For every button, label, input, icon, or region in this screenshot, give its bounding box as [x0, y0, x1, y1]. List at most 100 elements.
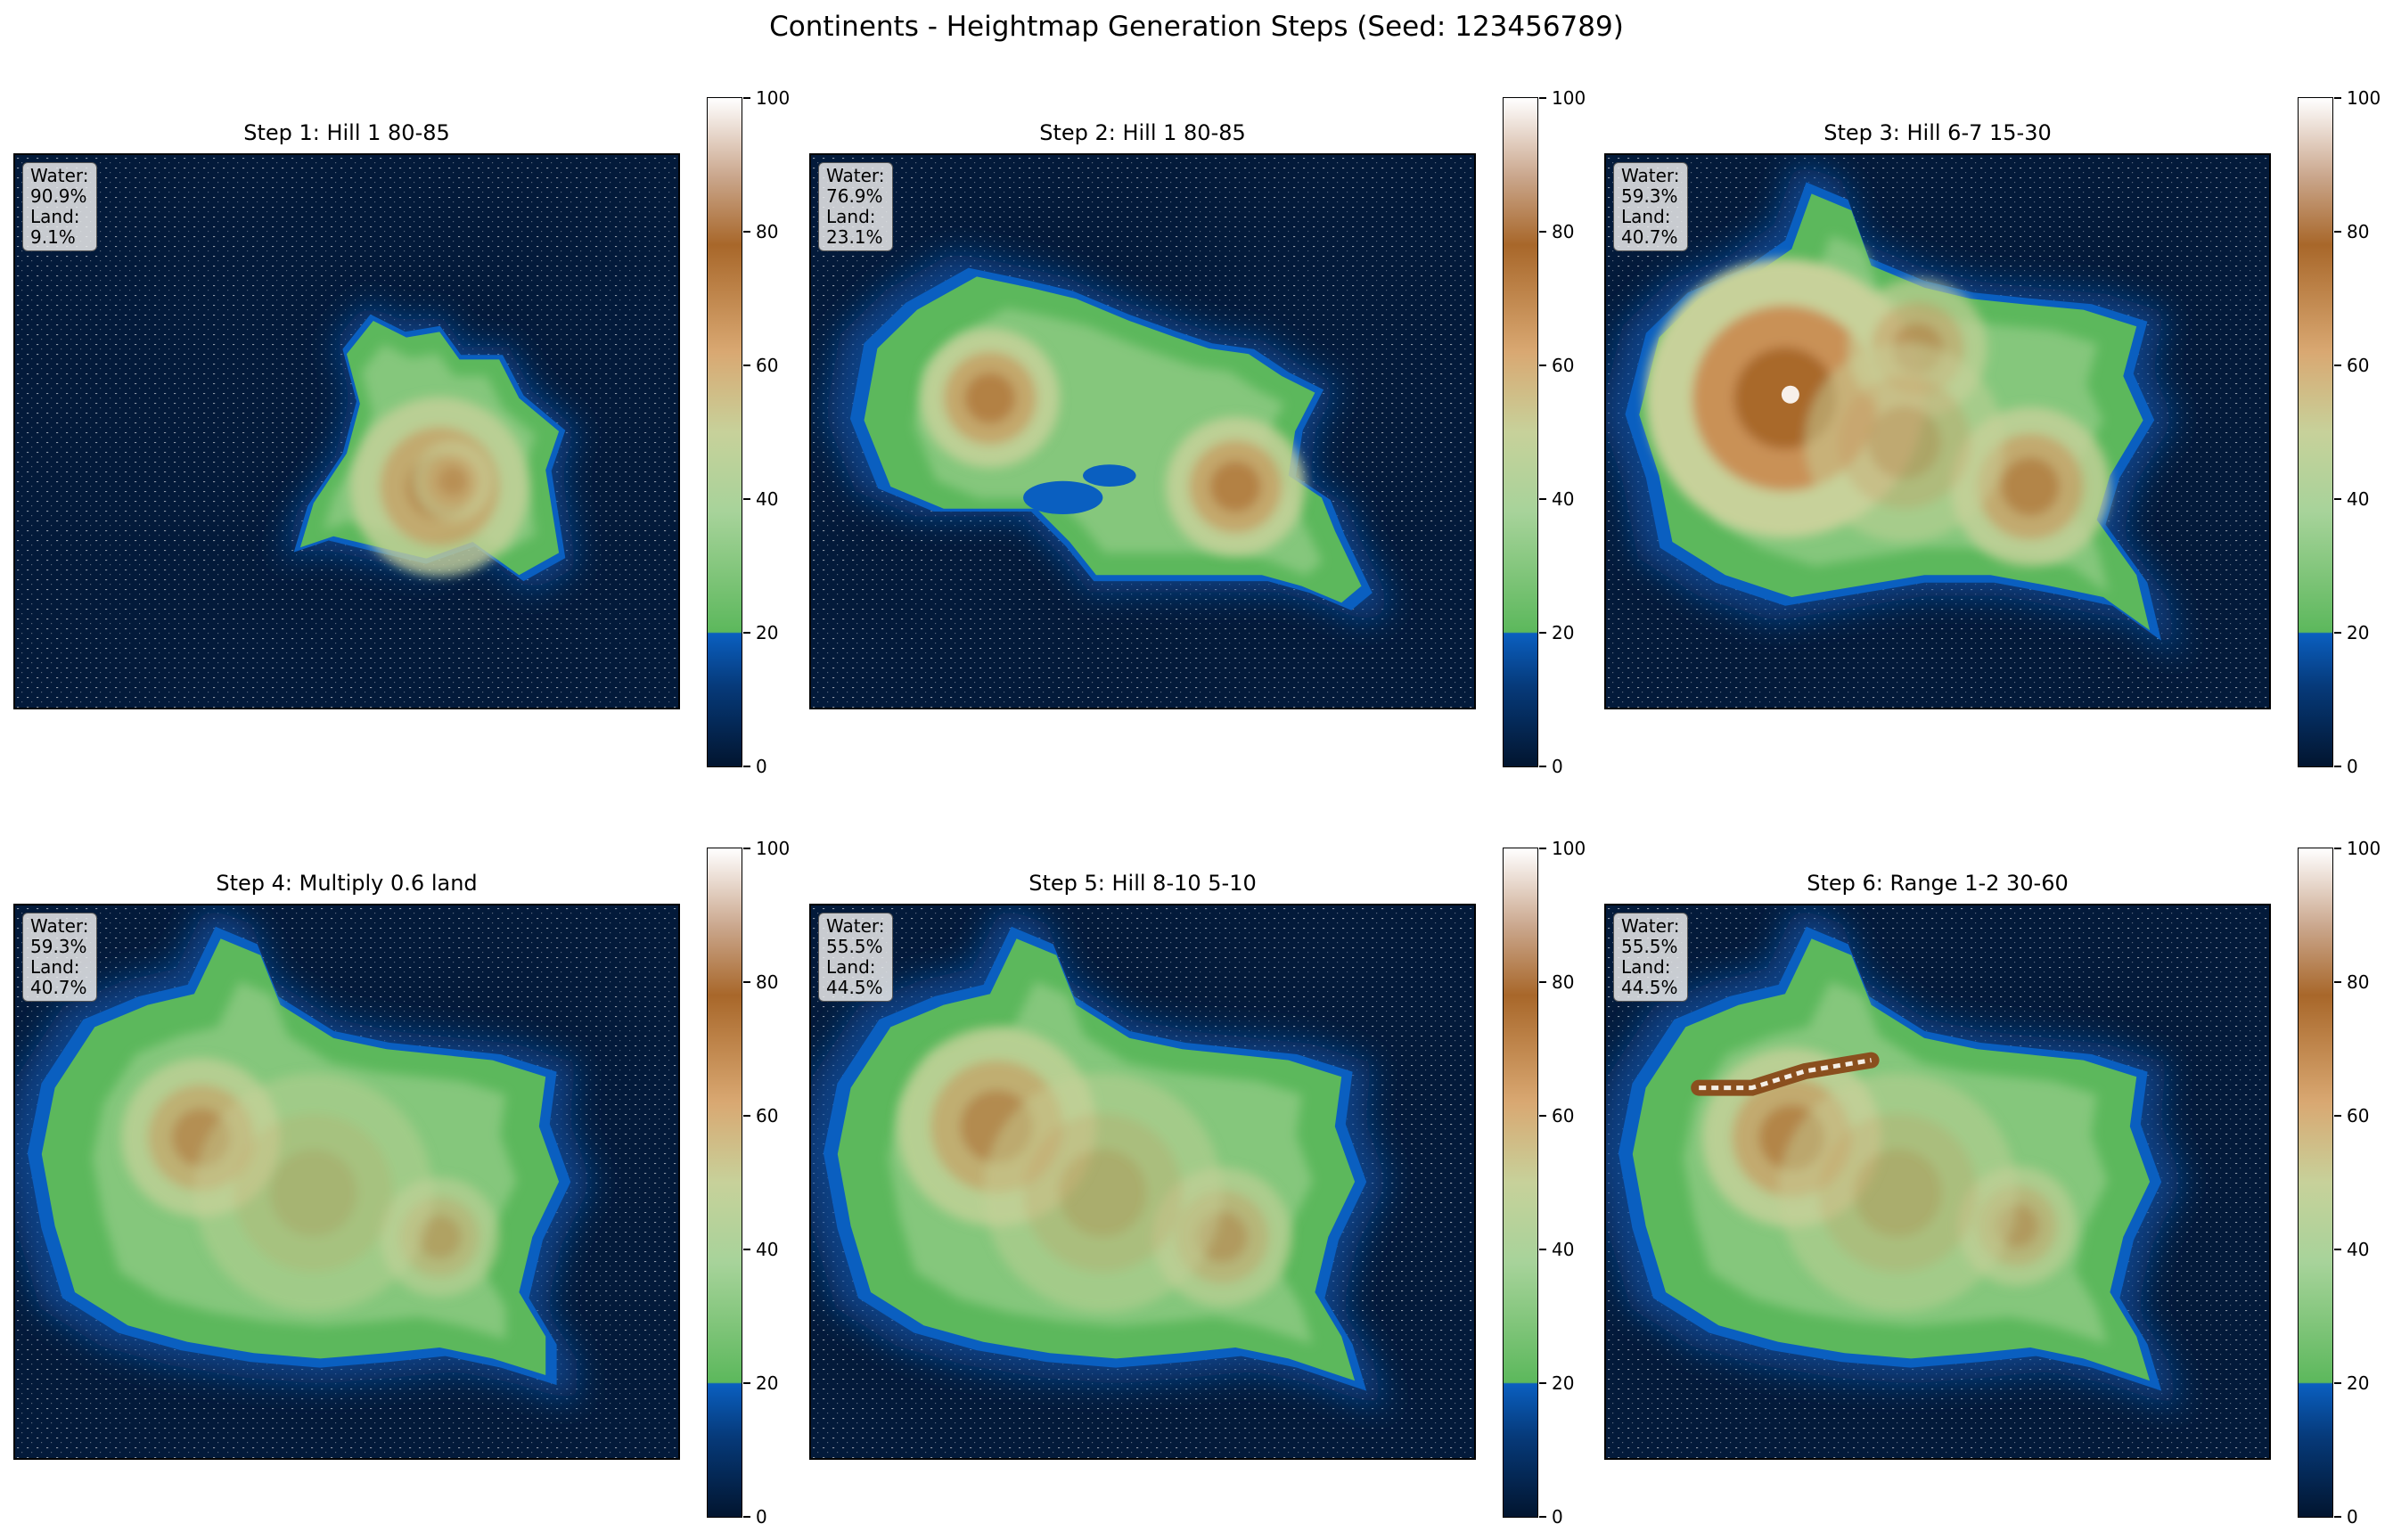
colorbar-tick-label: 20 [1552, 1372, 1575, 1394]
heightmap-image [13, 904, 680, 1460]
panel-title: Step 3: Hill 6-7 15-30 [1823, 120, 2052, 145]
colorbar-tick-label: 60 [1552, 355, 1575, 376]
water-percentage: Water: 55.5% [826, 915, 885, 957]
water-land-stats-box: Water: 90.9% Land: 9.1% [22, 162, 97, 251]
heightmap-image [13, 153, 680, 709]
colorbar-tick-label: 100 [1552, 838, 1586, 859]
heightmap-svg [15, 155, 678, 708]
colorbar-tick-mark [2334, 1249, 2341, 1250]
land-percentage: Land: 40.7% [1621, 206, 1678, 248]
colorbar-tick-label: 0 [2347, 1506, 2358, 1528]
colorbar-tick-mark [1539, 848, 1546, 849]
colorbar-tick-mark [743, 981, 750, 983]
heightmap-image [809, 153, 1476, 709]
colorbar-tick-label: 80 [2347, 221, 2370, 242]
colorbar-tick-label: 0 [1552, 756, 1563, 777]
colorbar-tick-mark [2334, 632, 2341, 634]
colorbar-tick-label: 0 [1552, 1506, 1563, 1528]
colorbar-tick-label: 40 [1552, 488, 1575, 510]
colorbar: 0 20 40 60 80 100 [1503, 87, 1586, 777]
heightmap-svg [811, 905, 1474, 1458]
elevation-peak [438, 466, 468, 496]
colorbar-tick-label: 20 [2347, 1372, 2370, 1394]
elevation-peak [1854, 1149, 1942, 1237]
colorbar-tick-mark [743, 365, 750, 366]
land-percentage: Land: 40.7% [30, 956, 87, 998]
colorbar-tick-label: 40 [756, 1239, 779, 1260]
elevation-peak [1209, 461, 1261, 512]
colorbar-tick-mark [2334, 498, 2341, 500]
colorbar-tick-label: 100 [756, 838, 791, 859]
colorbar-tick-mark [2334, 981, 2341, 983]
water-land-stats-box: Water: 76.9% Land: 23.1% [818, 162, 893, 251]
colorbar-tick-label: 80 [756, 221, 779, 242]
colorbar-tick-label: 20 [756, 622, 779, 643]
colorbar-tick-mark [1539, 1516, 1546, 1518]
colorbar-tick-label: 40 [2347, 1239, 2370, 1260]
colorbar: 0 20 40 60 80 100 [2298, 838, 2381, 1528]
colorbar-tick-mark [1539, 97, 1546, 99]
colorbar-tick-label: 0 [2347, 756, 2358, 777]
colorbar-tick-label: 100 [2347, 87, 2381, 109]
colorbar-tick-label: 80 [1552, 971, 1575, 993]
colorbar-tick-label: 60 [1552, 1105, 1575, 1126]
water-land-stats-box: Water: 59.3% Land: 40.7% [22, 913, 97, 1002]
colorbar-tick-label: 100 [756, 87, 791, 109]
elevation-peak [417, 1215, 462, 1259]
elevation-peak [1867, 405, 1941, 479]
colorbar-tick-mark [1539, 1249, 1546, 1250]
heightmap-image [809, 904, 1476, 1460]
colorbar-tick-mark [743, 498, 750, 500]
colorbar-tick-mark [1539, 632, 1546, 634]
colorbar-tick-mark [2334, 231, 2341, 233]
land-percentage: Land: 23.1% [826, 206, 883, 248]
colorbar-tick-mark [743, 1249, 750, 1250]
colorbar-tick-label: 60 [2347, 355, 2370, 376]
colorbar: 0 20 40 60 80 100 [707, 838, 790, 1528]
water-percentage: Water: 59.3% [30, 915, 89, 957]
colorbar-tick-label: 40 [2347, 488, 2370, 510]
panel-title: Step 2: Hill 1 80-85 [1039, 120, 1246, 145]
water-percentage: Water: 76.9% [826, 165, 885, 207]
colorbar-tick-mark [2334, 97, 2341, 99]
colorbar-tick-mark [743, 1115, 750, 1117]
elevation-peak [2001, 457, 2060, 516]
colorbar-tick-mark [1539, 365, 1546, 366]
colorbar-tick-mark [2334, 848, 2341, 849]
inland-water [1023, 480, 1103, 514]
heightmap-svg [1606, 905, 2269, 1458]
figure-title: Continents - Heightmap Generation Steps … [769, 11, 1624, 43]
colorbar-tick-label: 0 [756, 756, 767, 777]
water-land-stats-box: Water: 55.5% Land: 44.5% [1613, 913, 1688, 1002]
heightmap-svg [15, 905, 678, 1458]
colorbar: 0 20 40 60 80 100 [707, 87, 790, 777]
land-percentage: Land: 44.5% [1621, 956, 1678, 998]
colorbar-tick-label: 60 [756, 355, 779, 376]
colorbar-tick-label: 100 [1552, 87, 1586, 109]
water-land-stats-box: Water: 59.3% Land: 40.7% [1613, 162, 1688, 251]
colorbar-tick-mark [2334, 766, 2341, 767]
water-percentage: Water: 59.3% [1621, 165, 1680, 207]
colorbar-tick-mark [2334, 1516, 2341, 1518]
colorbar-tick-mark [1539, 766, 1546, 767]
heightmap-svg [811, 155, 1474, 708]
colorbar-tick-label: 40 [1552, 1239, 1575, 1260]
colorbar-tick-mark [1539, 1115, 1546, 1117]
colorbar: 0 20 40 60 80 100 [2298, 87, 2381, 777]
colorbar-tick-label: 80 [1552, 221, 1575, 242]
colorbar-tick-mark [743, 231, 750, 233]
panel-title: Step 4: Multiply 0.6 land [216, 871, 478, 896]
colorbar-tick-label: 80 [756, 971, 779, 993]
colorbar-tick-label: 80 [2347, 971, 2370, 993]
panel-title: Step 1: Hill 1 80-85 [243, 120, 450, 145]
colorbar-tick-label: 40 [756, 488, 779, 510]
colorbar-tick-mark [743, 1382, 750, 1384]
colorbar-tick-mark [743, 848, 750, 849]
colorbar-tick-label: 60 [2347, 1105, 2370, 1126]
colorbar-tick-mark [2334, 365, 2341, 366]
colorbar-tick-label: 20 [1552, 622, 1575, 643]
colorbar-tick-mark [743, 766, 750, 767]
panel-title: Step 5: Hill 8-10 5-10 [1028, 871, 1257, 896]
water-percentage: Water: 90.9% [30, 165, 89, 207]
colorbar-tick-label: 100 [2347, 838, 2381, 859]
